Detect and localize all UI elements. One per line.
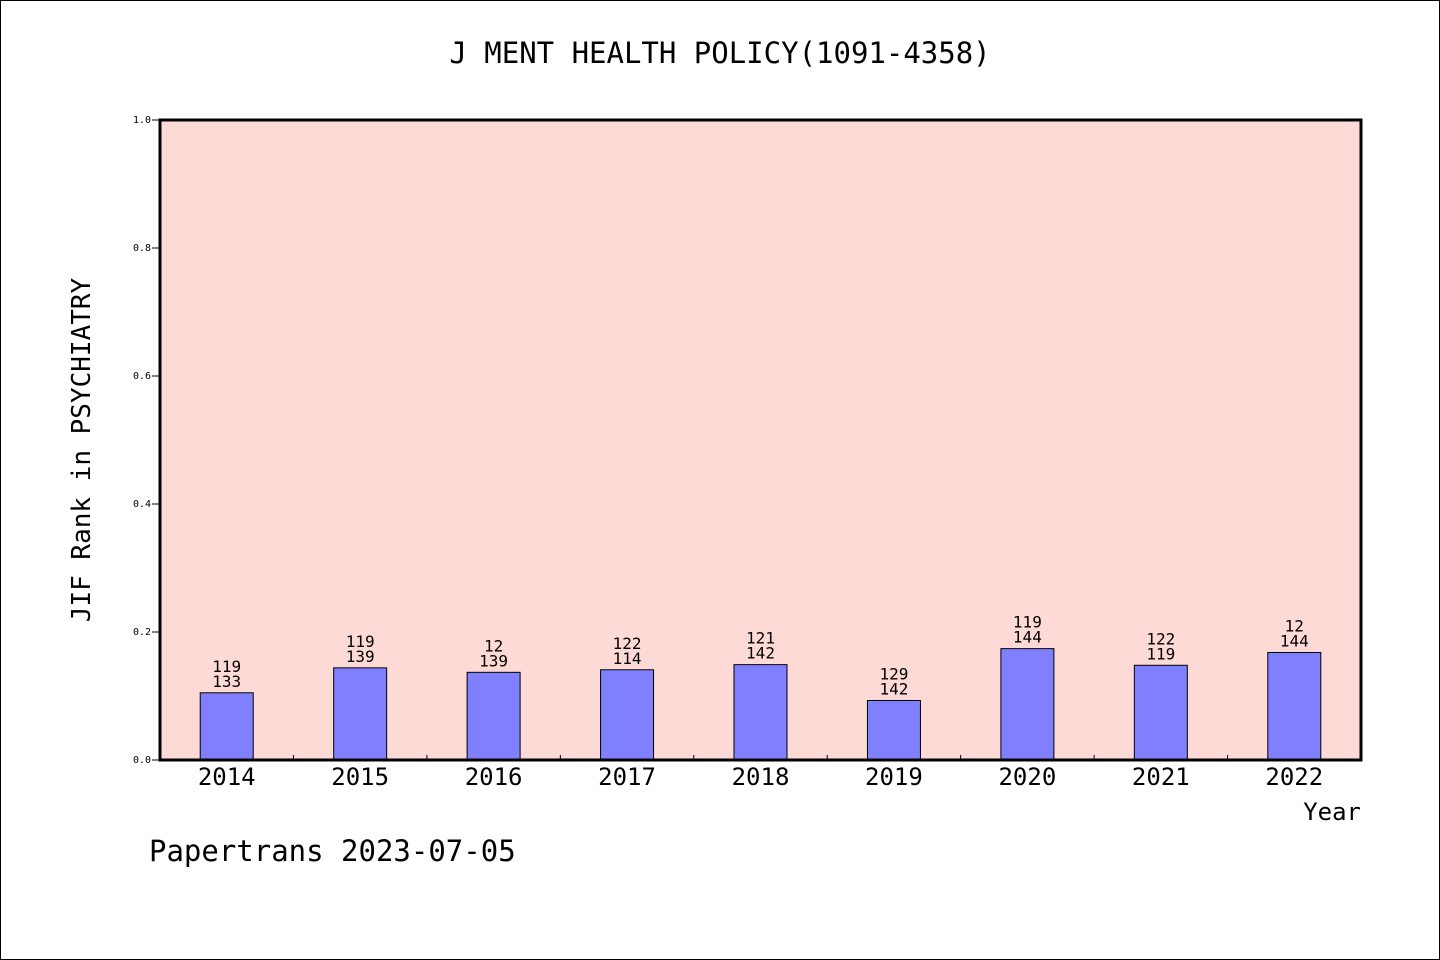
y-tick-label: 0.2 <box>133 627 151 638</box>
bar-2018 <box>733 664 788 761</box>
bar-2021 <box>1133 664 1188 761</box>
y-tick-label: 0.6 <box>133 371 151 382</box>
y-tick-label: 0.4 <box>133 499 151 510</box>
bar-label-top-2016: 12 <box>484 636 503 655</box>
x-tick-label: 2017 <box>598 763 656 791</box>
bar-label-bottom-2022: 144 <box>1280 631 1309 650</box>
x-tick-label: 2016 <box>465 763 523 791</box>
bar-label-bottom-2014: 133 <box>212 672 241 691</box>
bar-2014 <box>199 692 254 761</box>
x-tick-label: 2019 <box>865 763 923 791</box>
bar-label-top-2022: 12 <box>1285 616 1304 635</box>
bar-label-bottom-2016: 139 <box>479 651 508 670</box>
bar-label-top-2019: 129 <box>879 664 908 683</box>
bar-label-top-2018: 121 <box>746 629 775 648</box>
y-axis-label: JIF Rank in PSYCHIATRY <box>67 277 97 622</box>
x-tick-label: 2020 <box>998 763 1056 791</box>
bar-2022 <box>1267 651 1322 761</box>
bar-label-top-2017: 122 <box>613 634 642 653</box>
bar-label-bottom-2017: 114 <box>613 649 642 668</box>
y-tick-label: 1.0 <box>133 115 151 126</box>
bar-2016 <box>466 671 521 761</box>
x-tick-label: 2021 <box>1132 763 1190 791</box>
x-tick-label: 2014 <box>198 763 256 791</box>
bar-2019 <box>866 699 921 761</box>
footer-watermark: Papertrans 2023-07-05 <box>149 834 516 868</box>
plot-area <box>160 120 1361 760</box>
bar-label-top-2020: 119 <box>1013 613 1042 632</box>
bar-2020 <box>1000 648 1055 761</box>
bar-2017 <box>600 669 655 761</box>
plot-border <box>158 118 1363 762</box>
chart-title: J MENT HEALTH POLICY(1091-4358) <box>449 36 991 70</box>
bar-label-bottom-2019: 142 <box>879 679 908 698</box>
bar-label-top-2021: 122 <box>1146 629 1175 648</box>
bar-label-bottom-2015: 139 <box>346 647 375 666</box>
bar-label-bottom-2021: 119 <box>1146 644 1175 663</box>
bar-label-bottom-2020: 144 <box>1013 628 1042 647</box>
bar-label-top-2015: 119 <box>346 632 375 651</box>
x-axis-label: Year <box>1303 798 1361 826</box>
x-tick-label: 2015 <box>331 763 389 791</box>
x-tick-label: 2018 <box>732 763 790 791</box>
bar-label-bottom-2018: 142 <box>746 644 775 663</box>
y-tick-label: 0.8 <box>133 243 151 254</box>
x-tick-label: 2022 <box>1265 763 1323 791</box>
bar-2015 <box>333 667 388 761</box>
y-tick-label: 0.0 <box>133 755 151 766</box>
bar-label-top-2014: 119 <box>212 657 241 676</box>
